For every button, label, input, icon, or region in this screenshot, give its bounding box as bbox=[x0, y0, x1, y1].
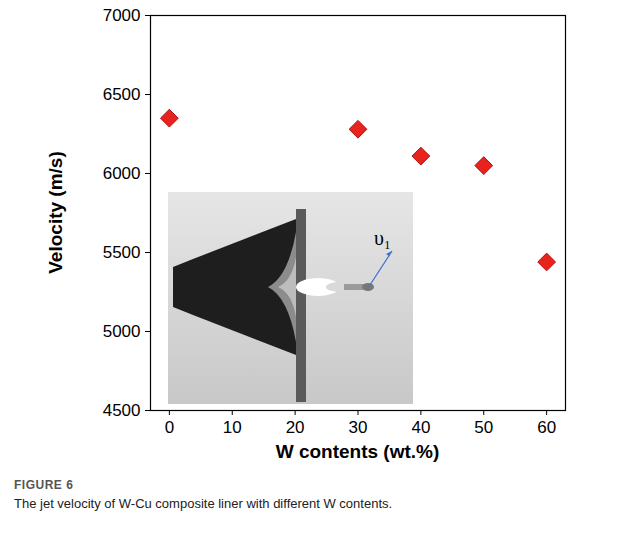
svg-text:20: 20 bbox=[286, 418, 305, 437]
svg-text:50: 50 bbox=[474, 418, 493, 437]
svg-text:0: 0 bbox=[165, 418, 174, 437]
svg-text:7000: 7000 bbox=[103, 6, 141, 25]
svg-text:Velocity (m/s): Velocity (m/s) bbox=[45, 151, 66, 274]
svg-text:5000: 5000 bbox=[103, 322, 141, 341]
svg-text:30: 30 bbox=[349, 418, 368, 437]
svg-text:υ₁: υ₁ bbox=[374, 227, 391, 249]
svg-text:40: 40 bbox=[411, 418, 430, 437]
svg-text:W contents (wt.%): W contents (wt.%) bbox=[276, 441, 440, 462]
svg-text:60: 60 bbox=[537, 418, 556, 437]
svg-text:6000: 6000 bbox=[103, 164, 141, 183]
html-text:FIGURE 6: FIGURE 6 bbox=[14, 478, 74, 492]
svg-text:4500: 4500 bbox=[103, 401, 141, 420]
html-text:The jet velocity of W-Cu compo: The jet velocity of W-Cu composite liner… bbox=[14, 496, 393, 511]
svg-text:6500: 6500 bbox=[103, 85, 141, 104]
svg-text:10: 10 bbox=[223, 418, 242, 437]
svg-text:5500: 5500 bbox=[103, 243, 141, 262]
